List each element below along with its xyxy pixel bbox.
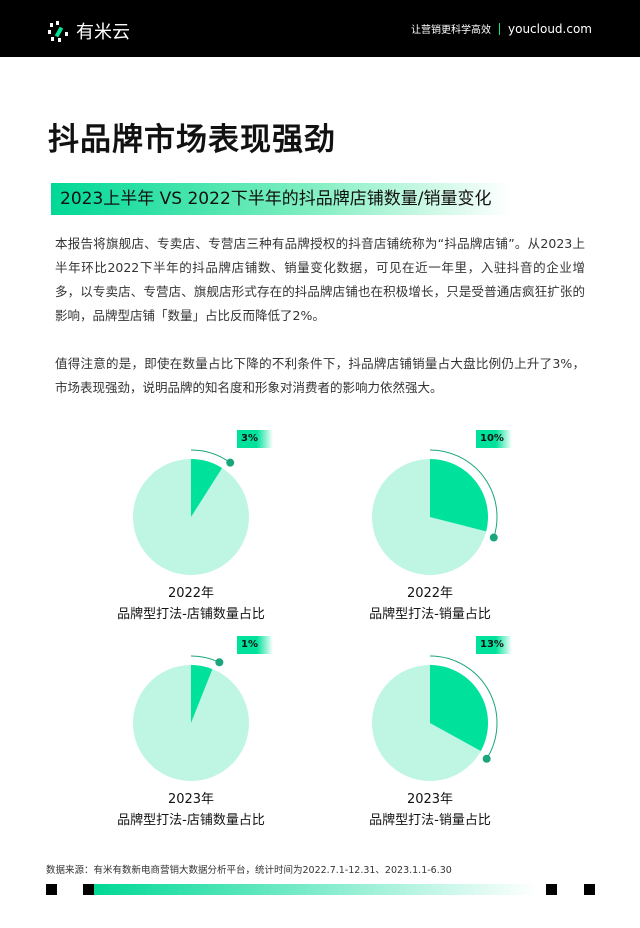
footer-square [584,884,595,895]
footer-square [546,884,557,895]
pie-slice [191,665,213,723]
pie-chart: 1% 2023年 品牌型打法-店铺数量占比 [91,608,291,828]
brand-name: 有米云 [76,22,130,43]
footer-square [83,884,94,895]
percent-label: 13% [476,636,512,654]
divider [499,22,500,35]
chart-year: 2023年 [406,792,454,807]
pie-slice [430,665,488,751]
pie-chart: 3% 2022年品牌型打法-店铺数量占比 [91,402,291,622]
section-title: 2023上半年 VS 2022下半年的抖品牌店铺数量/销量变化 [51,183,511,215]
site-link[interactable]: youcloud.com [508,21,592,36]
pie-slice [430,459,488,532]
arc-end-dot [226,458,235,467]
percent-label: 1% [237,636,273,654]
highlight-arc [429,655,498,760]
data-source: 数据来源：有米有数新电商营销大数据分析平台，统计时间为2022.7.1-12.3… [46,865,452,876]
pie-chart: 10% 2022年品牌型打法-销量占比 [330,402,530,622]
paragraph-2: 值得注意的是，即使在数量占比下降的不利条件下，抖品牌店铺销量占大盘比例仍上升了3… [55,356,585,395]
chart-subtitle: 品牌型打法-店铺数量占比 [117,607,265,622]
footer-square [46,884,57,895]
tagline-text: 让营销更科学高效 [411,25,491,36]
chart-year: 2022年 [406,586,454,601]
logo-icon [48,20,70,42]
arc-end-dot [489,533,498,542]
page-title: 抖品牌市场表现强劲 [48,122,336,158]
pie-slice [191,459,223,517]
top-bar: 有米云 让营销更科学高效 youcloud.com [0,0,640,57]
chart-year: 2022年 [167,586,215,601]
pie-chart: 13% 2023年 品牌型打法-销量占比 [330,608,530,828]
chart-subtitle: 品牌型打法-店铺数量占比 [117,813,265,828]
chart-subtitle: 品牌型打法-销量占比 [369,813,491,828]
arc-end-dot [215,658,224,667]
highlight-arc [429,449,498,538]
percent-label: 3% [237,430,273,448]
highlight-arc [190,655,220,663]
percent-label: 10% [476,430,512,448]
logo: 有米云 [48,18,130,44]
tagline: 让营销更科学高效 youcloud.com [411,21,592,37]
arc-end-dot [482,754,491,763]
paragraph-1: 本报告将旗舰店、专卖店、专营店三种有品牌授权的抖音店铺统称为“抖品牌店铺”。从2… [55,236,585,323]
chart-subtitle: 品牌型打法-销量占比 [369,607,491,622]
footer-gradient-bar [94,884,538,895]
chart-year: 2023年 [167,792,215,807]
